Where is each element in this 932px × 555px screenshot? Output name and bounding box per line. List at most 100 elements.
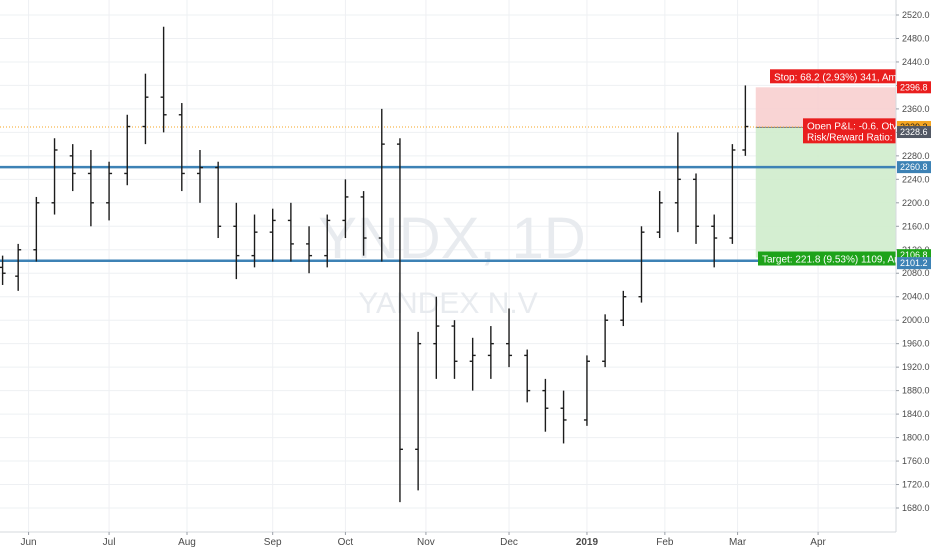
price-tick-label: 2480.0	[902, 33, 930, 43]
ohlc-bar	[196, 149, 203, 203]
target-price-tag-text: 2106.8	[900, 250, 928, 260]
ohlc-bar	[506, 308, 513, 368]
stop-info-label: Stop: 68.2 (2.93%) 341, Amou	[770, 69, 908, 84]
ohlc-bar	[178, 103, 185, 192]
price-tick-label: 2200.0	[902, 198, 930, 208]
support-price-tag: 2101.2	[897, 257, 931, 270]
ohlc-bar	[524, 349, 531, 403]
resistance-price-tag-bg	[897, 161, 931, 174]
target-info-label-text: Target: 221.8 (9.53%) 1109, Amo	[762, 255, 908, 266]
price-tick-label: 2360.0	[902, 104, 930, 114]
time-tick-label: Jun	[21, 537, 37, 548]
ohlc-bar	[269, 208, 276, 262]
time-tick-label: Sep	[264, 537, 282, 548]
target-info-label: Target: 221.8 (9.53%) 1109, Amo	[758, 251, 908, 266]
ohlc-bar	[306, 226, 313, 274]
ohlc-bar	[451, 320, 458, 379]
ohlc-bar	[693, 173, 700, 244]
ohlc-bar	[560, 390, 567, 444]
time-tick-label: Jul	[103, 537, 116, 548]
price-tick-label: 1800.0	[902, 433, 930, 443]
entry-price-tag: 2328.6	[897, 126, 931, 139]
ohlc-bar	[142, 73, 149, 145]
support-price-tag-text: 2101.2	[900, 258, 928, 268]
take-profit-zone[interactable]	[755, 127, 896, 258]
position-labels: Stop: 68.2 (2.93%) 341, Amou Target: 221.…	[758, 69, 910, 266]
ohlc-bar	[711, 214, 718, 268]
ohlc-bar	[360, 191, 367, 256]
ohlc-bar	[742, 85, 749, 156]
ohlc-bar	[620, 290, 627, 327]
ohlc-bar	[0, 255, 6, 285]
stop-price-tag: 2396.8	[897, 81, 931, 94]
time-tick-label: Feb	[656, 537, 674, 548]
ohlc-bar	[106, 161, 113, 221]
price-tick-label: 1920.0	[902, 362, 930, 372]
price-tick-label: 1880.0	[902, 386, 930, 396]
price-tick-label: 2240.0	[902, 174, 930, 184]
price-tick-label: 2040.0	[902, 292, 930, 302]
ohlc-bar	[124, 114, 131, 186]
risk-reward-label-bg	[803, 129, 896, 144]
ohlc-bar	[15, 243, 22, 291]
target-info-label-bg	[758, 251, 896, 266]
stop-info-label-text: Stop: 68.2 (2.93%) 341, Amou	[774, 72, 908, 83]
resistance-price-tag-text: 2260.8	[900, 162, 928, 172]
price-tick-label: 1680.0	[902, 503, 930, 513]
price-tick-label: 2080.0	[902, 268, 930, 278]
axes	[0, 0, 897, 533]
ohlc-bar	[69, 144, 76, 192]
ohlc-bar	[287, 202, 294, 262]
stop-price-tag-text: 2396.8	[900, 82, 928, 92]
price-tick-label: 2000.0	[902, 315, 930, 325]
ohlc-bar	[542, 378, 549, 432]
open-pnl-label-bg	[803, 118, 896, 133]
ohlc-bar	[251, 214, 258, 268]
ohlc-bar	[583, 355, 590, 426]
open-pnl-label-text: Open P&L: -0.6, Qty:	[807, 121, 900, 132]
ohlc-bar	[602, 314, 609, 368]
ohlc-bar	[33, 196, 40, 262]
entry-price-tag-text: 2328.6	[900, 127, 928, 137]
ohlc-bar	[51, 138, 58, 215]
ohlc-bar	[87, 149, 94, 227]
price-tick-label: 1840.0	[902, 409, 930, 419]
ohlc-bar	[487, 326, 494, 379]
support-price-tag-bg	[897, 257, 931, 270]
resistance-price-tag: 2260.8	[897, 161, 931, 174]
ohlc-bar	[233, 202, 240, 280]
entry-price-tag-bg	[897, 126, 931, 139]
price-tick-label: 2160.0	[902, 221, 930, 231]
time-tick-label: Aug	[178, 537, 196, 548]
price-tick-label: 1760.0	[902, 456, 930, 466]
price-tick-label: 2440.0	[902, 57, 930, 67]
position-zones[interactable]	[755, 87, 896, 258]
ohlc-bar	[215, 161, 222, 239]
ohlc-bars	[0, 26, 749, 503]
ohlc-bar	[656, 191, 663, 239]
ohlc-bar	[160, 26, 167, 133]
time-tick-label: Oct	[338, 537, 354, 548]
price-tick-label: 1960.0	[902, 339, 930, 349]
ohlc-bar	[729, 144, 736, 244]
ohlc-bar	[674, 132, 681, 233]
time-tick-label: Mar	[729, 537, 747, 548]
ohlc-bar	[638, 226, 645, 303]
time-tick-label: Dec	[500, 537, 518, 548]
ohlc-bar	[396, 138, 403, 503]
open-pnl-label: Open P&L: -0.6, Qty:	[803, 118, 900, 133]
ohlc-bar	[433, 296, 440, 379]
price-tick-label: 2280.0	[902, 151, 930, 161]
stop-info-label-bg	[770, 69, 896, 84]
stop-price-tag-bg	[897, 81, 931, 94]
ohlc-bar	[415, 331, 422, 491]
risk-reward-label: Risk/Reward Ratio: 3.2	[803, 129, 910, 144]
horizontal-levels[interactable]	[0, 126, 896, 263]
time-tick-label: Apr	[810, 537, 826, 548]
price-tick-label: 2520.0	[902, 10, 930, 20]
time-axis[interactable]: Jun Jul Aug Sep Oct Nov Dec 2019 Feb Mar Apr	[21, 532, 827, 548]
time-tick-label: 2019	[576, 537, 599, 548]
